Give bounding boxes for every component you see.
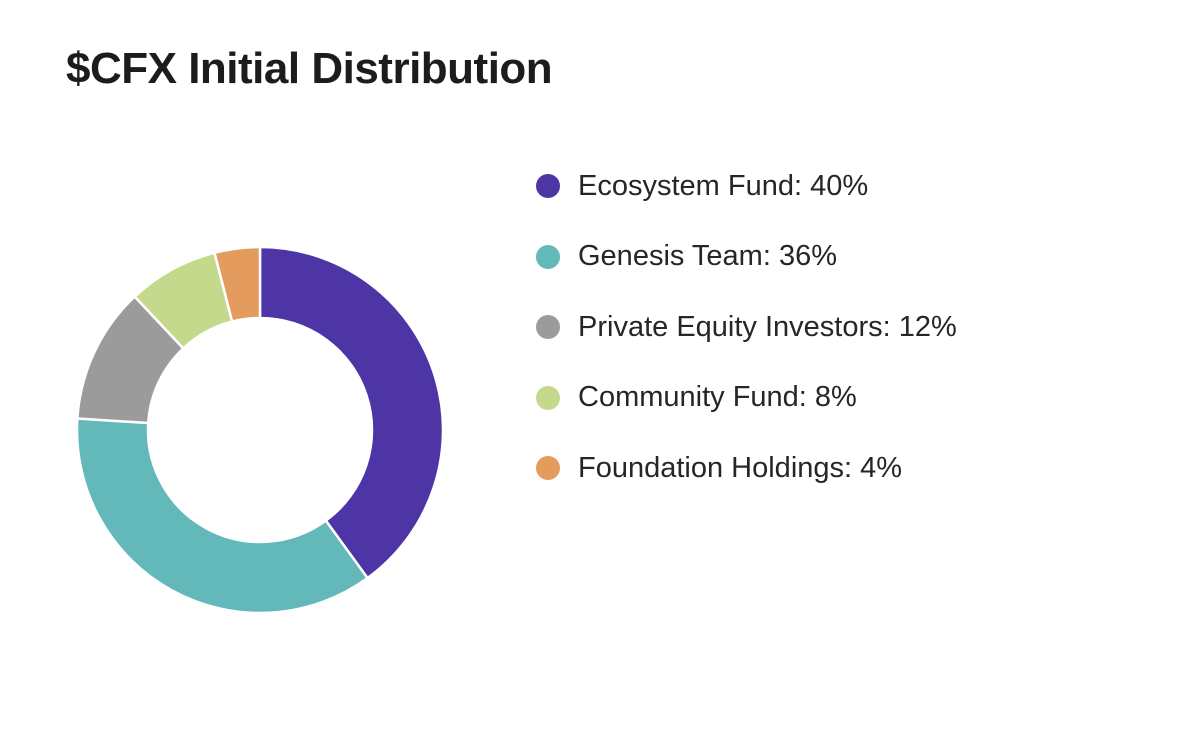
legend-swatch-icon bbox=[536, 456, 560, 480]
legend-label: Community Fund: 8% bbox=[578, 381, 857, 413]
donut-slice-ecosystem-fund bbox=[258, 245, 445, 580]
legend-label: Ecosystem Fund: 40% bbox=[578, 169, 869, 202]
legend-item: Community Fund: 8% bbox=[536, 378, 957, 418]
chart-legend: Ecosystem Fund: 40% Genesis Team: 36% Priv… bbox=[536, 166, 957, 519]
donut-slice-foundation-holdings bbox=[213, 245, 262, 323]
legend-label: Private Equity Investors: 12% bbox=[578, 310, 957, 343]
legend-swatch-icon bbox=[536, 385, 560, 410]
donut-slices bbox=[75, 245, 445, 615]
legend-item: Private Equity Investors: 12% bbox=[536, 307, 957, 347]
legend-label: Genesis Team: 36% bbox=[578, 240, 837, 272]
legend-item: Foundation Holdings: 4% bbox=[536, 448, 957, 488]
legend-swatch-icon bbox=[536, 244, 560, 269]
legend-item: Genesis Team: 36% bbox=[536, 237, 957, 277]
legend-swatch-icon bbox=[536, 174, 560, 198]
chart-title: $CFX Initial Distribution bbox=[66, 44, 553, 93]
legend-item: Ecosystem Fund: 40% bbox=[536, 166, 957, 206]
donut-slice-genesis-team bbox=[75, 417, 369, 615]
legend-swatch-icon bbox=[536, 315, 560, 339]
legend-label: Foundation Holdings: 4% bbox=[578, 451, 903, 484]
